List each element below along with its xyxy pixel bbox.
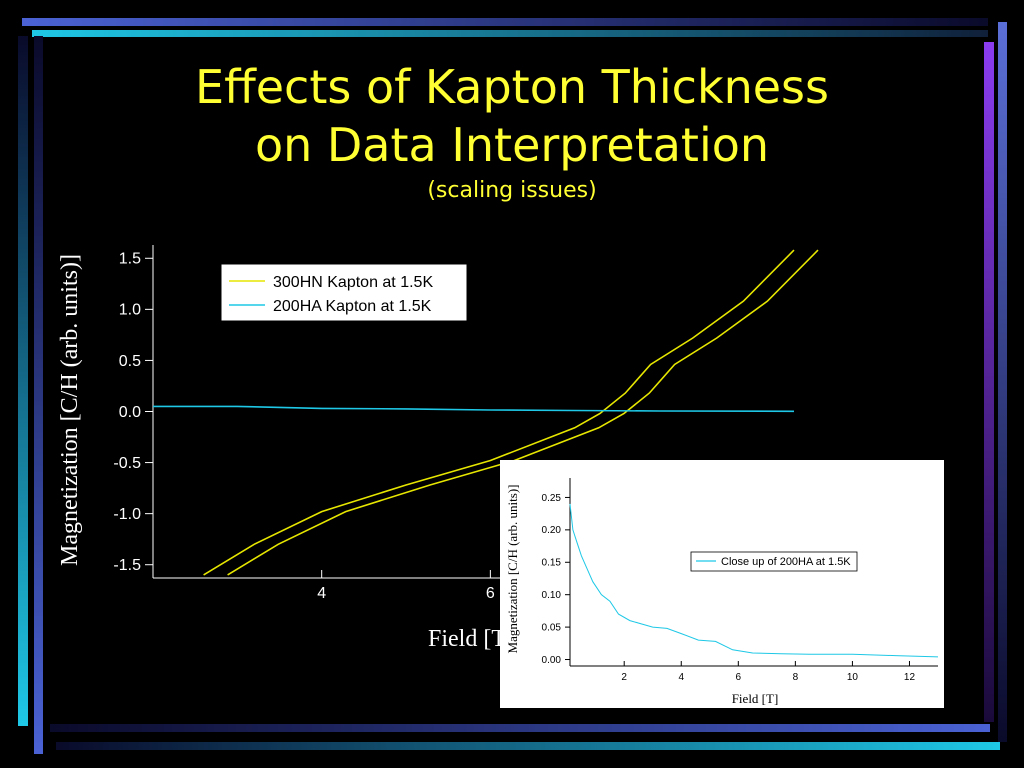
title-line-1: Effects of Kapton Thickness (195, 60, 829, 114)
frame-right-blue-bar (998, 22, 1007, 742)
main-chart-lines (153, 249, 819, 576)
title-line-2: on Data Interpretation (254, 118, 770, 172)
inset-y-tick-label: 0.10 (542, 590, 562, 601)
inset-y-tick-label: 0.05 (542, 622, 562, 633)
main-series-line-0 (203, 249, 795, 576)
main-y-tick-label: 1.5 (119, 251, 141, 268)
frame-left-cyan-bar (18, 36, 28, 726)
main-y-tick-label: -1.0 (113, 506, 141, 523)
inset-x-tick-label: 10 (847, 672, 859, 683)
inset-y-axis-title: Magnetization [C/H (arb. units)] (505, 485, 520, 654)
inset-series-line-0 (569, 503, 939, 658)
inset-x-tick-label: 12 (904, 672, 916, 683)
inset-legend: Close up of 200HA at 1.5K (690, 551, 858, 572)
main-y-tick-label: -0.5 (113, 455, 141, 472)
main-x-axis-title: Field [T] (428, 626, 514, 652)
frame-top-gradient-bar (22, 18, 988, 26)
inset-y-tick-label: 0.00 (542, 655, 562, 666)
frame-bottom-blue-bar (50, 724, 990, 732)
main-series-line-1 (153, 405, 795, 413)
main-y-tick-label: -1.5 (113, 557, 141, 574)
legend-label-300hn: 300HN Kapton at 1.5K (273, 274, 433, 291)
frame-bottom-cyan-bar (56, 742, 1000, 750)
main-y-axis-title: Magnetization [C/H (arb. units)] (57, 254, 83, 566)
inset-y-tick-label: 0.25 (542, 493, 562, 504)
inset-chart-lines (569, 503, 939, 658)
inset-x-tick-label: 4 (678, 672, 684, 683)
main-y-tick-label: 1.0 (119, 302, 141, 319)
legend-label-200ha: 200HA Kapton at 1.5K (273, 298, 432, 315)
main-series-line-0-return (227, 249, 819, 576)
main-x-tick-label: 4 (317, 585, 326, 602)
inset-x-axis-title: Field [T] (732, 691, 779, 706)
inset-y-tick-label: 0.20 (542, 525, 562, 536)
slide-subtitle: (scaling issues) (427, 178, 597, 203)
main-y-tick-label: 0.5 (119, 353, 141, 370)
inset-x-tick-label: 6 (736, 672, 742, 683)
inset-y-tick-label: 0.15 (542, 558, 562, 569)
inset-legend-label: Close up of 200HA at 1.5K (721, 556, 851, 568)
slide-title: Effects of Kapton Thickness on Data Inte… (0, 58, 1024, 174)
inset-background (500, 460, 944, 708)
main-legend-box (220, 263, 468, 322)
main-y-tick-label: 0.0 (119, 404, 141, 421)
inset-legend-box (690, 551, 858, 572)
main-x-tick-label: 6 (486, 585, 495, 602)
main-legend: 300HN Kapton at 1.5K 200HA Kapton at 1.5… (220, 263, 468, 322)
inset-x-tick-label: 2 (621, 672, 627, 683)
inset-x-tick-label: 8 (793, 672, 799, 683)
frame-right-purple-bar (984, 42, 994, 722)
frame-left-blue-bar (34, 36, 43, 754)
frame-top-cyan-bar (32, 30, 988, 37)
inset-chart-axes: 0.25 0.20 0.15 0.10 0.05 0.00 2 4 6 8 10 12 (542, 478, 938, 683)
